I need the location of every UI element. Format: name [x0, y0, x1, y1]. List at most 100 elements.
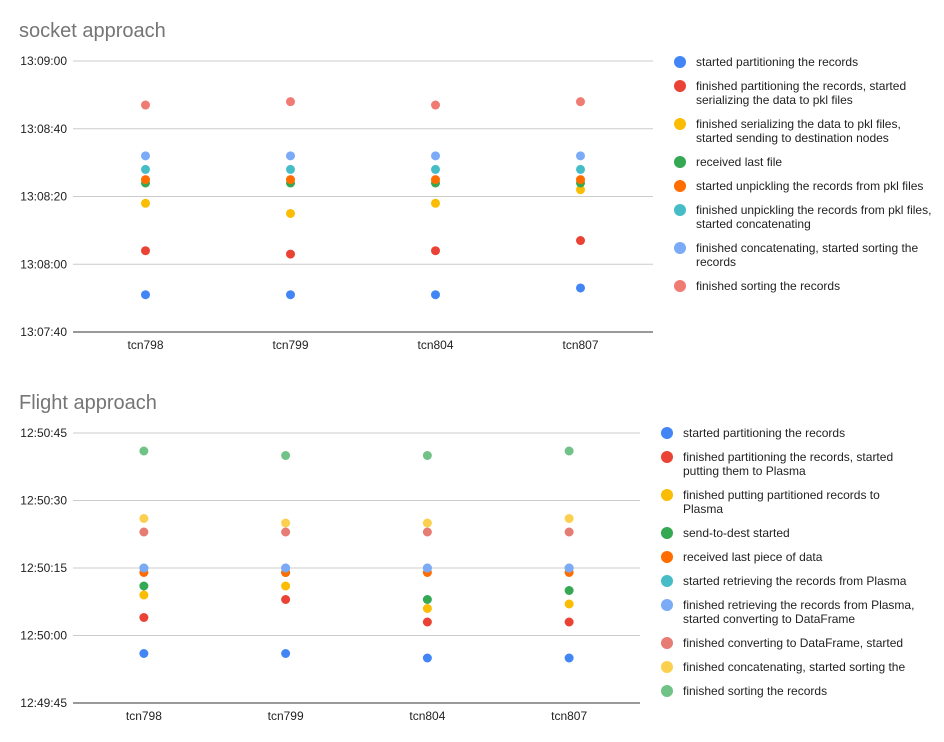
x-tick-label: tcn804 [409, 709, 445, 723]
data-point [576, 236, 585, 246]
legend-label: finished converting to DataFrame, starte… [683, 636, 904, 650]
series-8 [139, 514, 574, 528]
data-point [141, 151, 150, 161]
x-tick-label: tcn799 [272, 338, 308, 352]
legend-label: started partitioning the records [696, 55, 859, 69]
chart-title: Flight approach [19, 392, 157, 414]
data-point [576, 164, 585, 174]
data-point [576, 175, 585, 185]
x-tick-label: tcn804 [417, 338, 453, 352]
legend-label: send-to-dest started [683, 526, 790, 540]
legend-marker-icon [674, 180, 686, 192]
series-7 [139, 527, 574, 537]
legend-item: finished sorting the records [674, 279, 936, 293]
data-point [139, 613, 149, 622]
data-point [422, 451, 432, 460]
y-tick-label: 12:50:00 [20, 629, 67, 643]
data-point [564, 599, 574, 609]
data-point [281, 649, 291, 658]
legend: started partitioning the records finished… [674, 55, 936, 303]
legend-marker-icon [661, 637, 673, 649]
legend-marker-icon [661, 599, 673, 611]
x-tick-label: tcn799 [268, 709, 304, 723]
data-point [281, 518, 291, 528]
legend-marker-icon [674, 156, 686, 168]
series-9 [139, 446, 574, 460]
data-point [139, 563, 149, 573]
series-4 [141, 175, 585, 185]
legend-item: finished sorting the records [661, 684, 923, 698]
y-tick-label: 12:49:45 [20, 696, 67, 710]
legend: started partitioning the records finished… [661, 426, 923, 708]
legend-item: finished concatenating, started sorting … [674, 241, 936, 269]
gridlines [73, 432, 640, 704]
x-tick-label: tcn798 [127, 338, 163, 352]
data-point [564, 563, 574, 573]
legend-item: started partitioning the records [661, 426, 923, 440]
legend-label: started retrieving the records from Plas… [683, 574, 907, 588]
flight-approach-plot: 12:49:45 12:50:00 12:50:15 12:50:30 12:50:45… [20, 426, 640, 723]
data-point [286, 97, 295, 107]
data-point [139, 649, 149, 658]
data-point [422, 518, 432, 528]
series-3 [139, 568, 574, 604]
data-point [281, 527, 291, 537]
data-point [286, 164, 295, 174]
legend-marker-icon [661, 685, 673, 697]
legend-label: finished sorting the records [683, 684, 828, 698]
legend-marker-icon [674, 56, 686, 68]
legend-label: finished unpickling the records from pkl… [696, 203, 932, 231]
data-point [564, 446, 574, 456]
series-2 [141, 185, 585, 218]
legend-marker-icon [674, 242, 686, 254]
series-3 [141, 178, 585, 188]
x-axis: tcn798 tcn799 tcn804 tcn807 [127, 338, 598, 352]
y-tick-label: 13:08:00 [20, 257, 67, 271]
series-6 [139, 563, 574, 573]
data-point [141, 290, 150, 300]
data-point [139, 514, 149, 523]
data-point [422, 527, 432, 537]
y-tick-label: 12:50:30 [20, 494, 67, 508]
data-point [281, 451, 291, 460]
legend-label: finished partitioning the records, start… [683, 450, 894, 478]
legend-marker-icon [661, 661, 673, 673]
legend-item: received last file [674, 155, 936, 169]
data-point [286, 175, 295, 185]
y-axis: 12:49:45 12:50:00 12:50:15 12:50:30 12:50:45 [20, 426, 67, 710]
data-point [576, 151, 585, 161]
gridlines [73, 60, 653, 333]
legend-label: received last piece of data [683, 550, 823, 564]
legend-item: send-to-dest started [661, 526, 923, 540]
series-1 [141, 236, 585, 259]
data-point [286, 249, 295, 259]
data-point [564, 586, 574, 595]
legend-label: finished serializing the data to pkl fil… [696, 117, 901, 145]
legend-marker-icon [674, 280, 686, 292]
legend-item: finished putting partitioned records to … [661, 488, 923, 516]
data-point [281, 563, 291, 573]
data-point [431, 198, 440, 208]
legend-item: finished unpickling the records from pkl… [674, 203, 936, 231]
legend-label: started unpickling the records from pkl … [696, 179, 924, 193]
y-tick-label: 13:08:20 [20, 190, 67, 204]
y-tick-label: 12:50:15 [20, 561, 67, 575]
data-point [422, 617, 432, 627]
y-tick-label: 13:08:40 [20, 122, 67, 136]
legend-marker-icon [661, 427, 673, 439]
legend-label: finished partitioning the records, start… [696, 79, 907, 107]
legend-item: finished partitioning the records, start… [674, 79, 936, 107]
legend-marker-icon [661, 527, 673, 539]
data-point [139, 581, 149, 591]
data-point [281, 595, 291, 604]
data-point [141, 175, 150, 185]
legend-label: finished concatenating, started sorting … [683, 660, 906, 674]
legend-item: finished concatenating, started sorting … [661, 660, 923, 674]
chart-title: socket approach [19, 20, 166, 42]
socket-approach-chart: socket approach 13:07:40 13:08:00 13:08:20… [19, 20, 936, 352]
data-point [286, 208, 295, 218]
data-point [564, 653, 574, 663]
legend-marker-icon [661, 575, 673, 587]
data-point [141, 198, 150, 208]
data-point [576, 185, 585, 195]
